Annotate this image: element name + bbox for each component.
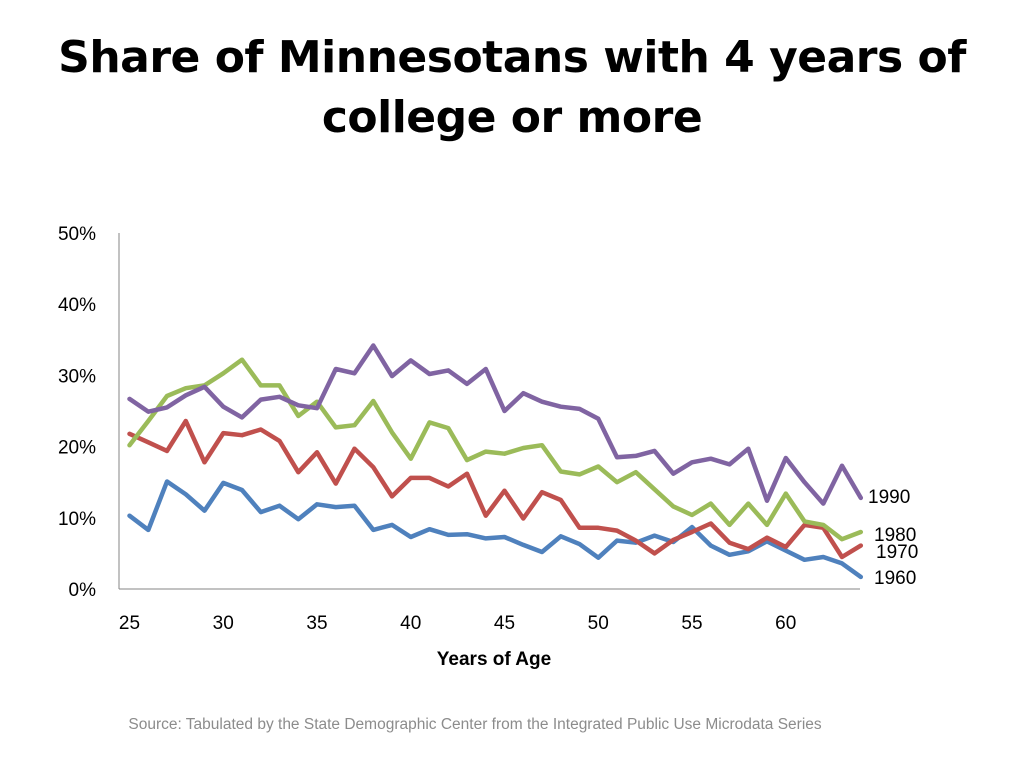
- series-line-1980: [127, 357, 864, 542]
- chart-title-line-1: Share of Minnesotans with 4 years of: [58, 32, 966, 83]
- series-line-1990: [127, 343, 864, 506]
- series-label-1970: 1970: [876, 542, 918, 563]
- x-tick-label: 30: [213, 613, 234, 634]
- x-tick-label: 45: [494, 613, 515, 634]
- y-tick-label: 0%: [69, 580, 97, 601]
- x-tick-label: 35: [306, 613, 327, 634]
- y-tick-label: 50%: [58, 224, 96, 245]
- chart-title-line-2: college or more: [321, 92, 703, 143]
- y-tick-label: 10%: [58, 509, 96, 530]
- x-tick-label: 60: [775, 613, 796, 634]
- chart-title: Share of Minnesotans with 4 years of col…: [0, 28, 1024, 148]
- series-line-1960: [127, 479, 864, 580]
- source-note: Source: Tabulated by the State Demograph…: [128, 716, 822, 733]
- x-tick-label: 40: [400, 613, 421, 634]
- y-tick-label: 30%: [58, 366, 96, 387]
- series-line-1970: [127, 418, 864, 560]
- series-label-1960: 1960: [874, 568, 916, 589]
- x-axis-title: Years of Age: [437, 649, 551, 670]
- x-tick-label: 50: [588, 613, 609, 634]
- series-label-1990: 1990: [868, 487, 910, 508]
- x-tick-label: 25: [119, 613, 140, 634]
- series-label-1980: 1980: [874, 525, 916, 546]
- y-tick-label: 20%: [58, 438, 96, 459]
- x-tick-label: 55: [681, 613, 702, 634]
- y-tick-label: 40%: [58, 295, 96, 316]
